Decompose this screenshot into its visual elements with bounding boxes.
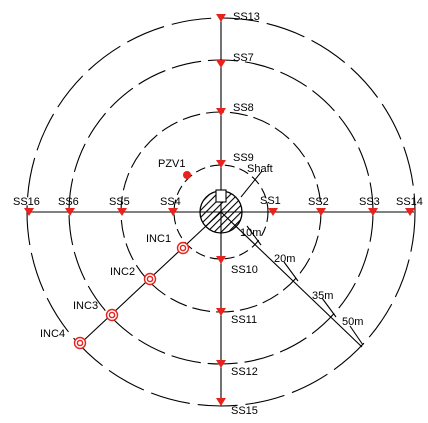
shaft: Shaft <box>199 163 273 234</box>
inclinometer-markers <box>73 241 190 350</box>
inc3-label: INC3 <box>73 300 98 312</box>
ss3-triangle-icon <box>368 208 378 216</box>
ss3-label: SS3 <box>359 196 380 208</box>
ss16-label: SS16 <box>13 196 40 208</box>
ss1-triangle-icon <box>268 208 278 216</box>
ss7-label: SS7 <box>233 52 254 64</box>
settlement-markers <box>24 14 415 406</box>
ring-label-35m: 35m <box>312 290 333 302</box>
radius-dimension-line <box>220 211 363 348</box>
inc2-marker-icon <box>143 272 157 286</box>
dimension-ticks <box>246 225 364 346</box>
piezometer: PZV1 <box>158 158 191 179</box>
ss13-label: SS13 <box>233 11 260 23</box>
inclinometer-labels: INC1 INC2 INC3 INC4 <box>40 233 171 340</box>
inc2-label: INC2 <box>110 266 135 278</box>
inc1-label: INC1 <box>146 233 171 245</box>
ss9-triangle-icon <box>216 160 226 168</box>
ss8-label: SS8 <box>233 102 254 114</box>
ss15-label: SS15 <box>231 405 258 417</box>
shaft-leader-line <box>240 170 263 198</box>
ss7-triangle-icon <box>216 60 226 68</box>
ss10-label: SS10 <box>231 264 258 276</box>
inc4-marker-icon <box>73 336 87 350</box>
settlement-labels: SS13 SS7 SS8 SS9 SS1 SS2 SS3 SS14 SS4 SS… <box>13 11 423 417</box>
ss12-triangle-icon <box>216 360 226 368</box>
inc3-marker-icon <box>105 308 119 322</box>
ring-labels: 10m 20m 35m 50m <box>240 227 363 328</box>
ss1-label: SS1 <box>260 195 281 207</box>
ss11-label: SS11 <box>231 314 257 326</box>
tick-50m <box>349 325 364 346</box>
ss5-label: SS5 <box>109 196 130 208</box>
ss2-label: SS2 <box>308 196 329 208</box>
ss13-triangle-icon <box>216 14 226 22</box>
shaft-label: Shaft <box>247 163 273 175</box>
ss6-label: SS6 <box>58 196 79 208</box>
ss16-triangle-icon <box>24 208 34 216</box>
ss14-label: SS14 <box>396 196 423 208</box>
ss11-triangle-icon <box>216 308 226 316</box>
inc1-marker-icon <box>176 241 190 255</box>
ss6-triangle-icon <box>65 208 75 216</box>
tick-35m <box>321 297 337 318</box>
tick-10m <box>246 225 262 246</box>
ss10-triangle-icon <box>216 256 226 264</box>
ring-label-10m: 10m <box>240 227 261 239</box>
ss8-triangle-icon <box>216 108 226 116</box>
shaft-access-box <box>215 189 227 203</box>
ss5-triangle-icon <box>117 208 127 216</box>
ring-label-50m: 50m <box>342 316 363 328</box>
ss4-label: SS4 <box>160 196 181 208</box>
ss4-triangle-icon <box>168 208 178 216</box>
ss14-triangle-icon <box>405 208 415 216</box>
tick-20m <box>283 261 299 282</box>
inc4-label: INC4 <box>40 328 65 340</box>
ss12-label: SS12 <box>231 366 258 378</box>
ss9-label: SS9 <box>233 152 254 164</box>
ring-label-20m: 20m <box>274 253 295 265</box>
ss2-triangle-icon <box>316 208 326 216</box>
pzv1-dot-icon <box>183 171 191 179</box>
pzv1-label: PZV1 <box>158 158 186 170</box>
ss15-triangle-icon <box>216 398 226 406</box>
